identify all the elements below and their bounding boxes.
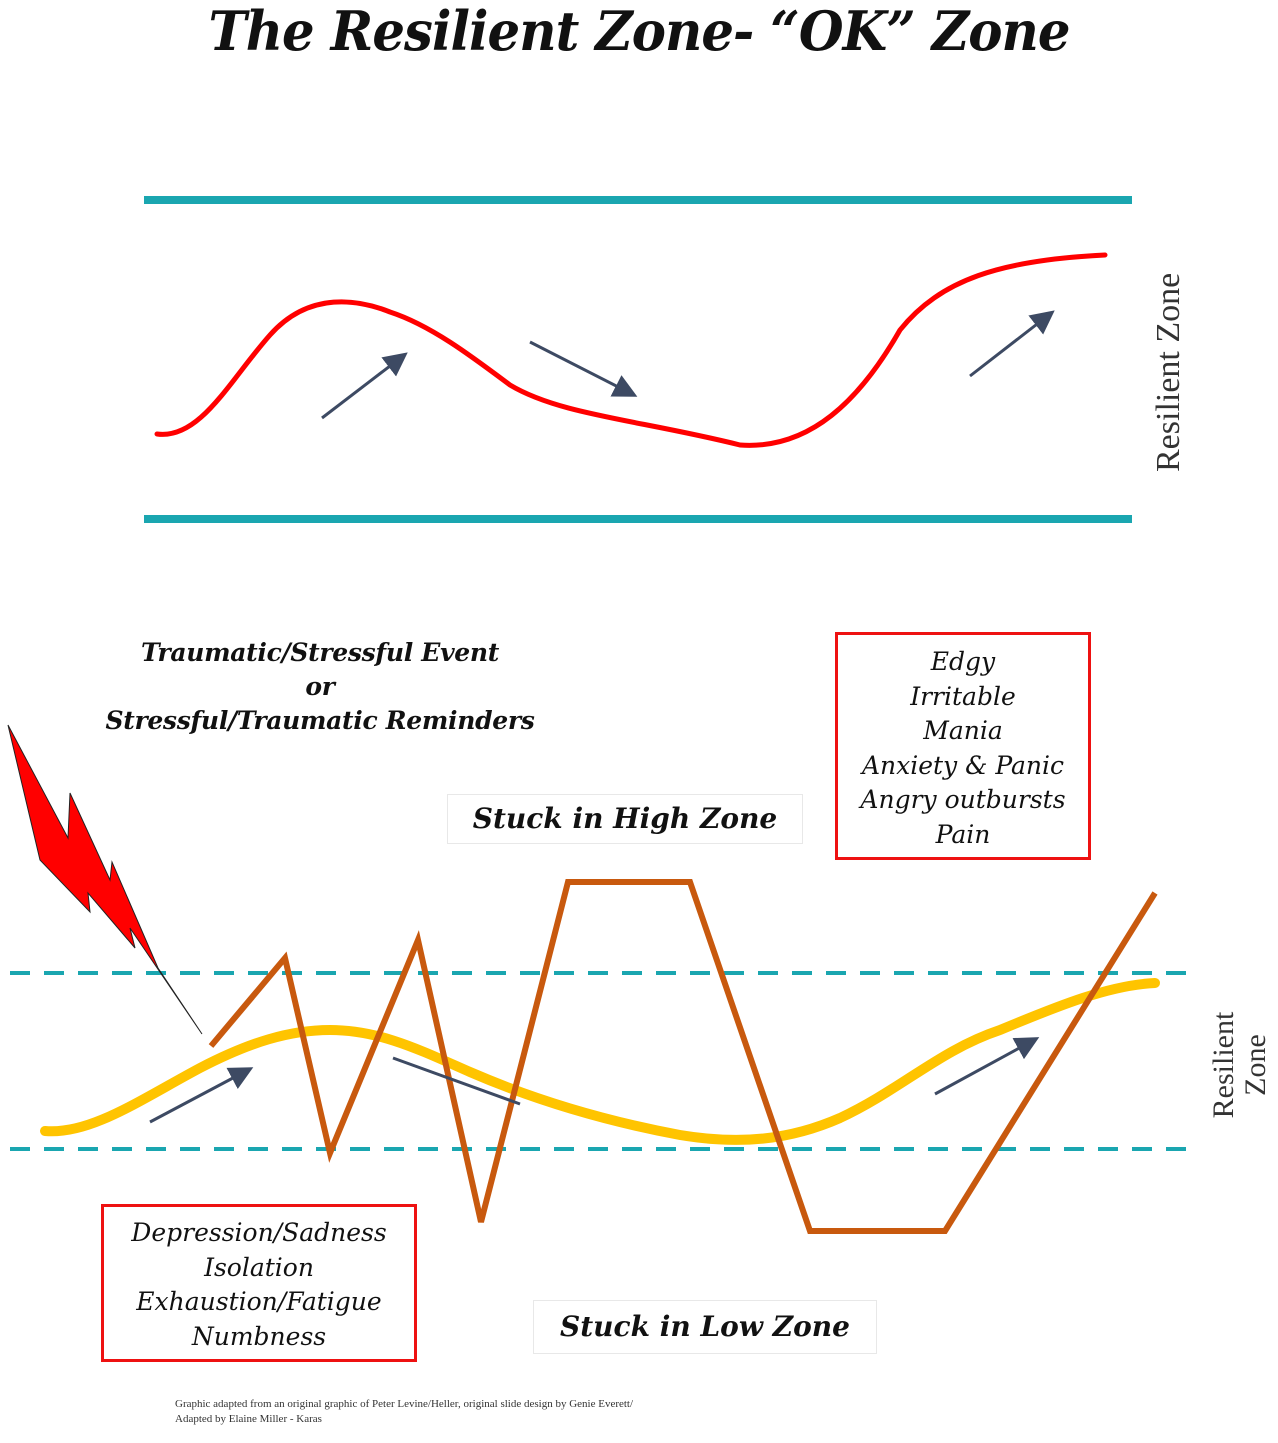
symptom-item: Depression/Sadness [131,1218,387,1247]
symptom-item: Numbness [191,1321,327,1351]
symptom-item: Irritable [910,681,1016,711]
caption-line: or [305,672,335,701]
symptom-item: Pain [935,819,991,849]
symptom-item: Angry outbursts [860,785,1066,814]
arrow-down-icon [529,340,638,397]
dysregulated-response-line [208,879,1158,1234]
page-title: The Resilient Zone- “OK” Zone [208,0,1070,63]
arrow-up-icon [969,310,1055,378]
caption-line: Stressful/Traumatic Reminders [105,706,535,735]
symptom-item: Isolation [204,1252,314,1282]
credit-line: Adapted by Elaine Miller - Karas [175,1413,322,1425]
low-zone-symptoms-box: Depression/Sadness Isolation Exhaustion/… [101,1204,417,1362]
lightning-bolt-icon [7,724,203,1035]
event-caption: Traumatic/Stressful Event or Stressful/T… [70,636,570,738]
healthy-regulation-wave [154,252,1108,448]
credit-line: Graphic adapted from an original graphic… [175,1398,634,1410]
bottom-panel [7,724,1190,1234]
resilient-wave [40,978,1160,1145]
stuck-high-zone-label: Stuck in High Zone [447,794,803,844]
arrow-up-icon [149,1067,254,1124]
stuck-low-zone-label: Stuck in Low Zone [533,1300,877,1354]
arrow-up-icon [321,352,408,420]
symptom-item: Exhaustion/Fatigue [136,1287,382,1316]
arrow-down-icon [392,1056,521,1106]
symptom-item: Anxiety & Panic [861,750,1065,780]
caption-line: Traumatic/Stressful Event [140,638,500,667]
attribution-credit: Graphic adapted from an original graphic… [175,1397,915,1427]
high-zone-symptoms-box: Edgy Irritable Mania Anxiety & Panic Ang… [835,632,1091,860]
label-line: Zone [1239,1034,1272,1096]
top-resilient-zone-label: Resilient Zone [1150,272,1187,472]
arrow-up-icon [934,1037,1040,1096]
bottom-resilient-zone-label: Resilient Zone [1207,1000,1272,1130]
top-panel [144,196,1132,523]
label-line: Resilient [1207,1011,1240,1119]
symptom-item: Mania [923,716,1003,745]
symptom-item: Edgy [930,647,996,676]
